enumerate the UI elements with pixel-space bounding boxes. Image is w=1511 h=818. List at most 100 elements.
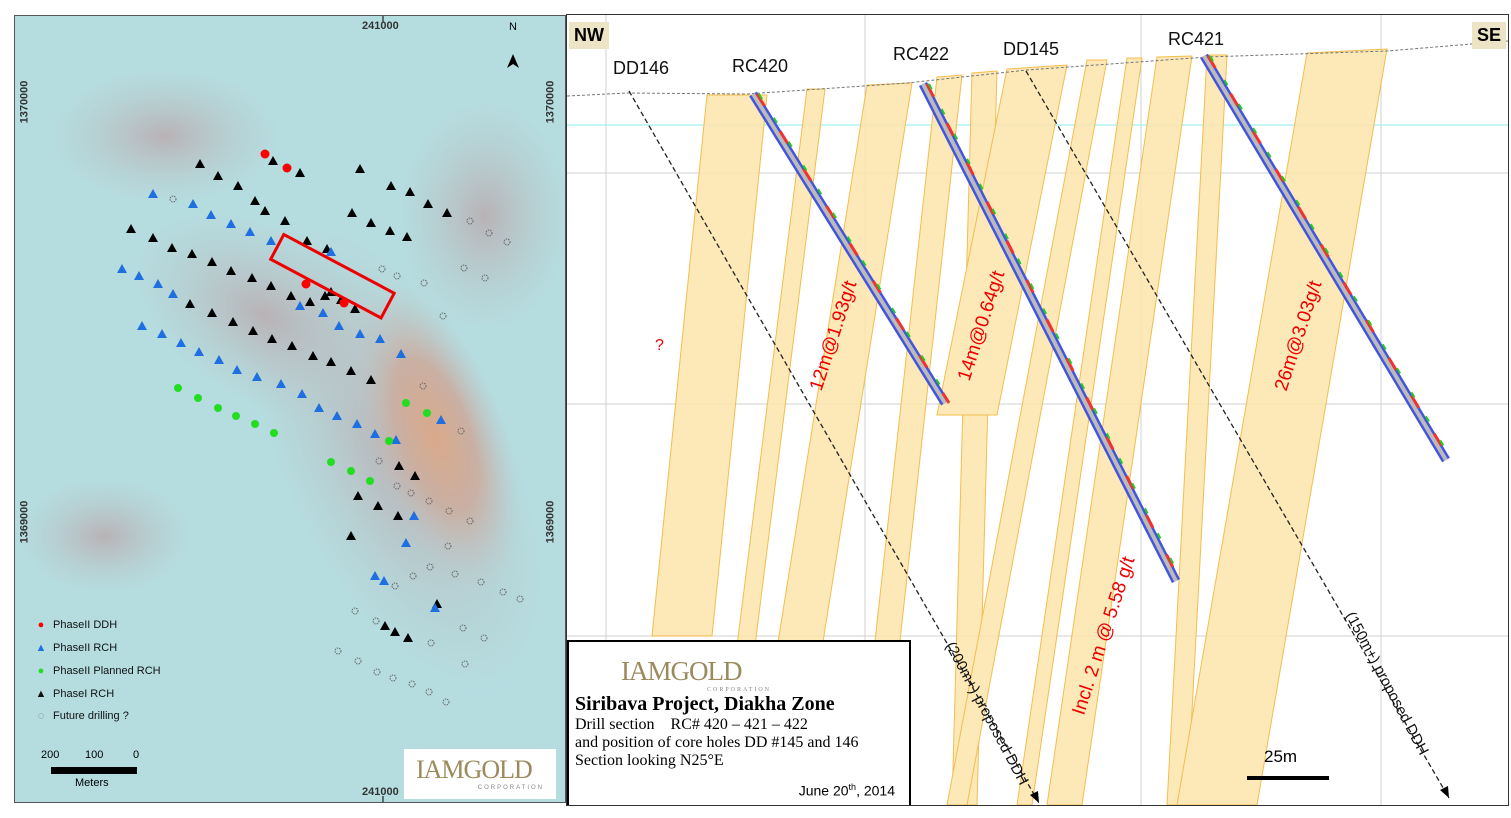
future-drilling-marker <box>351 607 359 615</box>
phase1-rch-marker <box>167 243 177 252</box>
section-scale-bar <box>1247 776 1329 780</box>
phase1-rch-marker <box>393 511 403 520</box>
future-drilling-marker <box>393 272 401 280</box>
planned-rch-marker <box>232 412 240 420</box>
phase2-ddh-marker <box>301 279 311 289</box>
north-label: N <box>509 21 517 33</box>
mineralized-zone <box>1046 55 1193 805</box>
phase1-rch-marker <box>267 334 277 343</box>
phase1-rch-marker <box>442 208 452 217</box>
phase1-rch-marker <box>308 351 318 360</box>
future-drilling-marker <box>461 660 469 668</box>
phase2-rch-marker <box>188 199 198 208</box>
blue-triangle-icon: ▲ <box>35 642 47 654</box>
phase1-rch-marker <box>195 159 205 168</box>
phase2-rch-marker <box>232 365 242 374</box>
northing-label: 1370000 <box>18 80 31 124</box>
northing-label: 1369000 <box>544 500 557 544</box>
future-drilling-marker <box>442 698 450 706</box>
phase2-rch-marker <box>168 289 178 298</box>
phase2-rch-marker <box>396 349 406 358</box>
phase1-rch-marker <box>148 233 158 242</box>
phase1-rch-marker <box>207 308 217 317</box>
logo-text: IAMGOLD <box>416 755 533 784</box>
future-drilling-marker <box>445 507 453 515</box>
phase2-rch-marker <box>245 227 255 236</box>
phase2-ddh-marker <box>260 149 270 159</box>
future-drilling-marker <box>419 382 427 390</box>
planned-rch-marker <box>327 458 335 466</box>
phase2-rch-marker <box>409 511 419 520</box>
phase1-rch-marker <box>250 196 260 205</box>
phase1-rch-marker <box>402 232 412 241</box>
assay-interval <box>755 93 951 404</box>
planned-rch-marker <box>251 420 259 428</box>
phase1-rch-marker <box>355 164 365 173</box>
hole-label-rc420: RC420 <box>732 56 789 76</box>
legend-item: ◌ Future drilling ? <box>38 710 129 722</box>
arrow-head-icon <box>1030 791 1039 803</box>
phase1-rch-marker <box>247 273 257 282</box>
phase1-rch-marker <box>320 291 330 300</box>
future-drilling-marker <box>425 497 433 505</box>
scale-tick: 0 <box>133 749 140 761</box>
phase1-rch-marker <box>280 216 290 225</box>
phase2-rch-marker <box>194 347 204 356</box>
future-drilling-marker <box>378 265 386 273</box>
phase1-rch-marker <box>248 326 258 335</box>
black-triangle-icon: ▲ <box>35 688 47 700</box>
future-drilling-marker <box>169 195 177 203</box>
phase2-rch-marker <box>148 189 158 198</box>
phase1-rch-marker <box>187 249 197 258</box>
future-drilling-marker <box>481 274 489 282</box>
hole-label-dd145: DD145 <box>1003 39 1060 59</box>
phase1-rch-marker <box>326 357 336 366</box>
future-drilling-marker <box>477 578 485 586</box>
planned-rch-marker <box>423 409 431 417</box>
phase2-rch-marker <box>266 236 276 245</box>
corner-label-se: SE <box>1471 22 1506 49</box>
mineralized-zone <box>1176 48 1388 805</box>
dotted-circle-icon: ◌ <box>37 710 45 722</box>
future-drilling-marker <box>451 570 459 578</box>
phase1-rch-marker <box>423 199 433 208</box>
planned-rch-marker <box>385 437 393 445</box>
phase2-rch-marker <box>157 329 167 338</box>
legend-label: PhaseII DDH <box>53 619 118 631</box>
future-drilling-marker <box>427 639 435 647</box>
phase2-rch-marker <box>318 308 328 317</box>
phase1-rch-marker <box>347 208 357 217</box>
future-drilling-marker <box>408 680 416 688</box>
phase1-rch-marker <box>266 281 276 290</box>
future-drilling-marker <box>373 668 381 676</box>
date-sup: th <box>848 782 857 793</box>
phase1-rch-marker <box>346 531 356 540</box>
question-mark: ? <box>655 337 664 354</box>
future-drilling-marker <box>516 595 524 603</box>
phase1-rch-marker <box>268 156 278 165</box>
future-drilling-marker <box>485 229 493 237</box>
future-drilling-marker <box>426 563 434 571</box>
map-logo: IAMGOLD CORPORATION <box>404 749 556 799</box>
phase2-rch-marker <box>334 321 344 330</box>
mineralized-zone <box>1166 54 1228 805</box>
planned-rch-marker <box>402 399 410 407</box>
phase2-rch-marker <box>134 271 144 280</box>
north-arrow-icon <box>507 54 519 68</box>
phase2-rch-marker <box>332 411 342 420</box>
future-drilling-marker <box>409 572 417 580</box>
scale-bar <box>51 767 137 774</box>
phase2-rch-marker <box>326 247 336 256</box>
section-scale-label: 25m <box>1264 747 1298 766</box>
mineralized-zone <box>1016 57 1143 805</box>
logo-text: IAMGOLD <box>621 656 743 686</box>
phase2-rch-marker <box>226 219 236 228</box>
phase2-rch-marker <box>153 279 163 288</box>
phase1-rch-marker <box>385 226 395 235</box>
phase2-rch-marker <box>355 329 365 338</box>
phase1-rch-marker <box>366 375 376 384</box>
legend-label: PhaseII RCH <box>53 642 118 654</box>
phase2-rch-marker <box>379 576 389 585</box>
future-drilling-marker <box>354 657 362 665</box>
phase1-rch-marker <box>286 291 296 300</box>
